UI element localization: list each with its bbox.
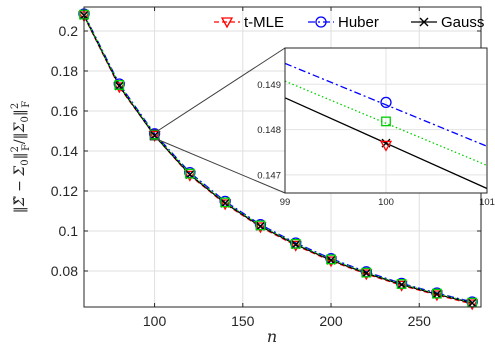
data-point-lw xyxy=(114,80,125,90)
zoom-box xyxy=(149,129,160,141)
inset-y-tick-label: 0.149 xyxy=(257,80,281,91)
data-point-gauss xyxy=(326,255,336,265)
data-point-gauss xyxy=(291,240,301,250)
inset-x-tick-label: 99 xyxy=(280,197,291,208)
inset-line-huber xyxy=(284,62,488,147)
legend-marker xyxy=(315,16,327,28)
data-point-gauss xyxy=(432,289,442,299)
zoom-indicator xyxy=(149,47,286,194)
series-line-huber xyxy=(83,13,473,303)
y-tick-label: 0.12 xyxy=(51,183,78,199)
x-tick-label: 100 xyxy=(143,313,167,329)
data-point-lw xyxy=(396,279,407,289)
x-tick-label: 250 xyxy=(408,313,432,329)
data-point-t-mle xyxy=(324,256,338,268)
x-axis-ticks: 100 150 200 250 xyxy=(143,7,431,329)
x-tick-label: 200 xyxy=(319,313,343,329)
y-tick-label: 0.1 xyxy=(59,223,79,239)
inset-plot: 99 100 101 0.147 0.148 0.149 xyxy=(257,47,495,208)
data-point-t-mle xyxy=(466,299,479,311)
inset-y-tick-label: 0.147 xyxy=(257,170,281,181)
x-axis-label: n xyxy=(267,327,277,346)
inset-y-tick-label: 0.148 xyxy=(257,125,281,136)
data-point-lw xyxy=(184,168,195,179)
y-tick-label: 0.16 xyxy=(51,103,78,119)
data-point-gauss xyxy=(361,268,371,278)
legend-label: t-MLE xyxy=(244,14,284,31)
data-point-t-mle xyxy=(430,290,443,302)
y-tick-label: 0.14 xyxy=(51,143,78,159)
inset-marker-t-mle xyxy=(379,140,393,152)
data-point-t-mle xyxy=(395,280,408,292)
data-point-t-mle xyxy=(148,130,161,142)
data-point-gauss xyxy=(397,280,407,290)
x-tick-label: 150 xyxy=(231,313,255,329)
series-line-lw xyxy=(83,14,473,304)
data-point-t-mle xyxy=(183,170,196,182)
inset-marker-lw xyxy=(381,116,391,127)
legend-item-gauss: Gauss xyxy=(411,14,484,31)
data-point-gauss xyxy=(255,221,265,231)
data-point-t-mle xyxy=(219,199,232,211)
data-point-lw xyxy=(290,238,301,249)
y-tick-label: 0.2 xyxy=(59,23,79,39)
zoom-connector xyxy=(158,139,286,194)
inset-marker-huber xyxy=(380,96,392,109)
inset-frame xyxy=(284,47,488,194)
y-tick-label: 0.18 xyxy=(51,63,78,79)
legend-item-huber: Huber xyxy=(308,14,379,31)
data-point-lw xyxy=(255,220,266,231)
legend-item-t-mle: t-MLE xyxy=(214,14,284,31)
inset-line-lw xyxy=(284,80,488,166)
data-point-lw xyxy=(326,254,336,265)
series-line-gauss xyxy=(83,15,473,304)
y-tick-label: 0.08 xyxy=(51,263,78,279)
svg-text:‖Σ̂ − Σ0‖2F/‖Σ0‖2F: ‖Σ̂ − Σ0‖2F/‖Σ0‖2F xyxy=(10,101,32,214)
data-point-t-mle xyxy=(289,240,302,252)
inset-x-tick-label: 101 xyxy=(479,197,495,208)
data-point-gauss xyxy=(467,298,477,308)
data-point-gauss xyxy=(220,198,230,208)
data-point-t-mle xyxy=(113,82,126,94)
data-point-lw xyxy=(220,197,231,208)
legend-label: Huber xyxy=(338,14,379,31)
series-lines xyxy=(83,13,473,305)
y-axis-ticks: 0.08 0.1 0.12 0.14 0.16 0.18 0.2 xyxy=(51,23,481,279)
legend: t-MLEHuberGaussLW xyxy=(214,14,484,31)
data-point-lw xyxy=(431,288,442,299)
data-point-t-mle xyxy=(360,269,373,281)
zoom-connector xyxy=(158,47,286,131)
inset-x-tick-label: 100 xyxy=(378,197,394,208)
data-point-lw xyxy=(361,267,372,278)
legend-label: Gauss xyxy=(441,14,484,31)
legend-marker xyxy=(419,17,429,27)
data-point-t-mle xyxy=(254,222,267,234)
y-axis-label: ‖Σ̂ − Σ0‖2F/‖Σ0‖2F xyxy=(10,101,32,214)
legend-marker xyxy=(220,17,234,29)
